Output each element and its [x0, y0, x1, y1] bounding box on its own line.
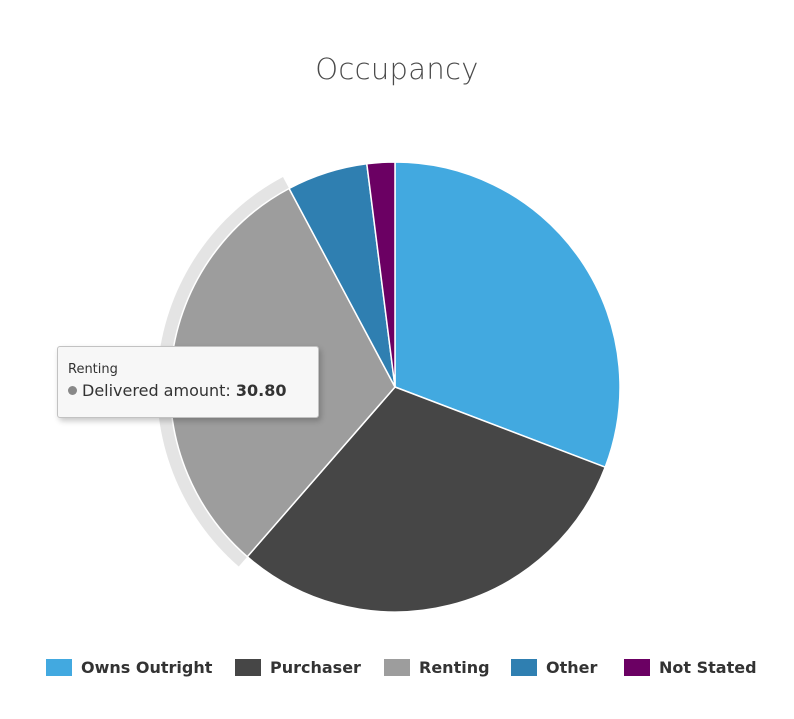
tooltip: Renting Delivered amount: 30.80 — [57, 346, 319, 418]
legend-label: Not Stated — [659, 657, 757, 677]
legend-swatch — [235, 658, 261, 676]
legend-swatch — [624, 658, 650, 676]
legend-label: Purchaser — [270, 657, 361, 677]
tooltip-value: 30.80 — [235, 381, 287, 400]
pie-slices — [169, 161, 621, 613]
legend-label: Other — [546, 657, 598, 677]
pie-slice-owns-outright[interactable] — [394, 161, 621, 468]
legend-swatch — [384, 658, 410, 676]
tooltip-label: Delivered amount: — [82, 381, 231, 400]
chart-title: Occupancy — [315, 52, 479, 86]
legend-item-owns-outright[interactable]: Owns Outright — [46, 655, 212, 679]
legend-item-not-stated[interactable]: Not Stated — [624, 655, 757, 679]
pie-slice-not-stated[interactable] — [366, 161, 396, 388]
legend-item-purchaser[interactable]: Purchaser — [235, 655, 361, 679]
legend-label: Renting — [419, 657, 490, 677]
legend-swatch — [46, 658, 72, 676]
tooltip-series-name: Renting — [68, 362, 118, 377]
legend-swatch — [511, 658, 537, 676]
tooltip-bullet-icon — [68, 386, 77, 395]
tooltip-row: Delivered amount: 30.80 — [68, 380, 306, 402]
legend-item-other[interactable]: Other — [511, 655, 597, 679]
legend-item-renting[interactable]: Renting — [384, 655, 490, 679]
pie-slice-purchaser[interactable] — [246, 386, 606, 613]
legend: Owns Outright Purchaser Renting Other Not St… — [0, 655, 794, 679]
legend-label: Owns Outright — [81, 657, 213, 677]
